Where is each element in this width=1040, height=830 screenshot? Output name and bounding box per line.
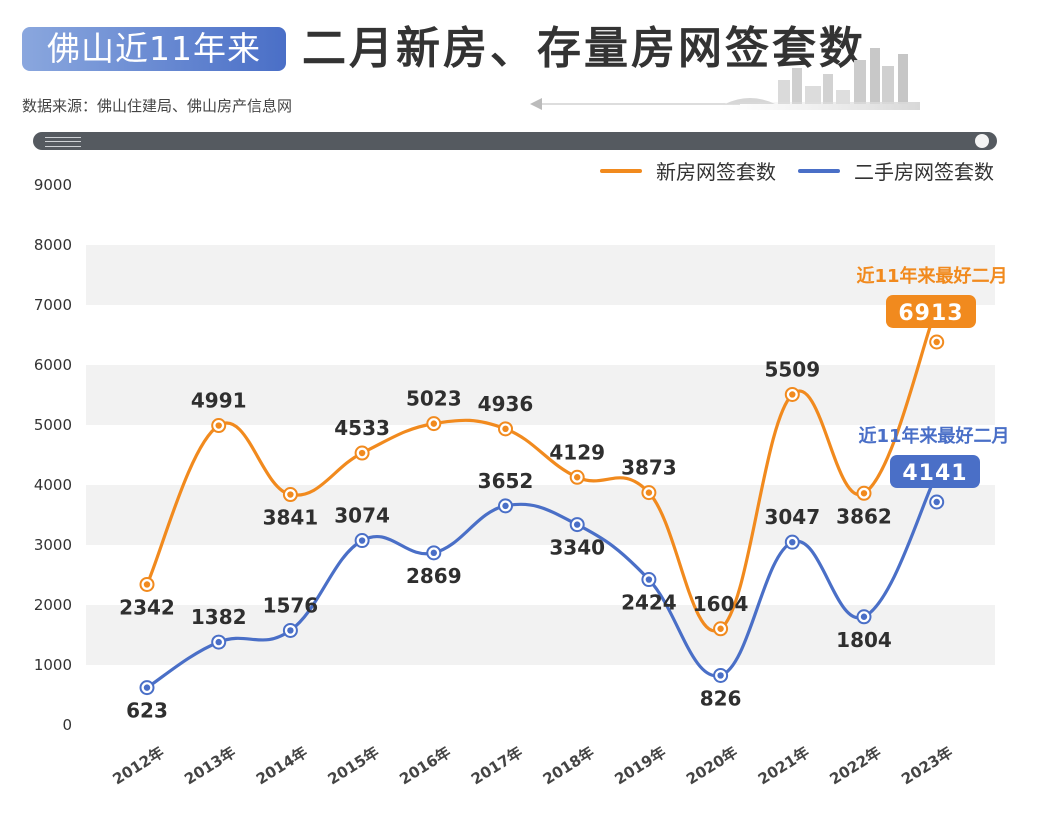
- grid-band: [86, 605, 995, 665]
- skyline-decoration: [530, 48, 920, 110]
- data-label: 4991: [191, 389, 247, 413]
- legend-item-new: 新房网签套数: [600, 156, 776, 185]
- x-tick-label: 2017年: [468, 743, 526, 788]
- callout-box: [890, 455, 980, 488]
- data-label: 4936: [478, 392, 534, 416]
- data-point-core: [215, 422, 222, 429]
- legend-label-new: 新房网签套数: [656, 160, 776, 184]
- y-tick-label: 3000: [34, 536, 72, 554]
- data-point-core: [860, 490, 868, 497]
- data-label: 2424: [621, 591, 677, 615]
- data-point-core: [789, 538, 796, 546]
- chart-legend: 新房网签套数 二手房网签套数: [578, 156, 994, 185]
- data-label: 3873: [621, 456, 677, 480]
- data-label: 4129: [549, 440, 605, 464]
- callout-title: 近11年来最好二月: [858, 425, 1009, 447]
- grid-band: [86, 365, 995, 425]
- data-point-core: [502, 425, 509, 433]
- y-tick-label: 4000: [34, 476, 72, 494]
- data-point-core: [143, 684, 151, 691]
- y-tick-label: 2000: [34, 596, 72, 614]
- data-point-core: [430, 420, 437, 427]
- data-point-core: [358, 449, 366, 457]
- data-label: 3340: [549, 536, 605, 560]
- grid-band: [86, 485, 995, 545]
- data-point-core: [933, 498, 940, 506]
- x-tick-label: 2015年: [325, 743, 383, 788]
- x-tick-label: 2023年: [898, 743, 956, 788]
- series-line-0: [145, 308, 938, 633]
- data-label: 1382: [191, 605, 247, 629]
- data-point-core: [860, 613, 868, 620]
- legend-swatch-orange: [600, 168, 642, 173]
- data-label: 623: [126, 699, 168, 723]
- x-tick-label: 2019年: [611, 743, 669, 788]
- page-title: 二月新房、存量房网签套数: [302, 23, 866, 74]
- data-label: 2869: [406, 564, 462, 588]
- y-tick-label: 1000: [34, 656, 72, 674]
- x-tick-label: 2014年: [253, 743, 311, 788]
- data-point-core: [358, 537, 366, 544]
- x-tick-label: 2016年: [396, 743, 454, 788]
- y-tick-label: 7000: [34, 296, 72, 314]
- data-point-core: [574, 474, 581, 481]
- x-tick-label: 2013年: [181, 743, 239, 788]
- title-badge: 佛山近11年来: [22, 27, 286, 71]
- callout-box: [886, 295, 976, 328]
- x-tick-label: 2021年: [755, 743, 813, 788]
- data-point-core: [502, 502, 509, 510]
- data-point-core: [717, 625, 724, 632]
- data-label: 826: [700, 686, 742, 710]
- data-label: 3047: [764, 505, 820, 529]
- data-point-core: [287, 627, 294, 634]
- menu-lines-icon: [45, 137, 81, 147]
- data-source: 数据来源：佛山住建局、佛山房产信息网: [22, 97, 293, 115]
- data-point-core: [430, 549, 437, 557]
- data-label: 1576: [263, 593, 319, 617]
- grid-band: [86, 245, 995, 305]
- data-point-core: [933, 338, 940, 346]
- callout-title: 近11年来最好二月: [856, 265, 1007, 287]
- x-tick-label: 2020年: [683, 743, 741, 788]
- data-label: 3862: [836, 504, 892, 528]
- y-tick-label: 9000: [34, 176, 72, 194]
- data-label: 3652: [478, 469, 534, 493]
- data-point-core: [645, 576, 653, 583]
- data-point-core: [287, 491, 294, 498]
- scroll-knob: [975, 134, 989, 148]
- y-tick-label: 0: [62, 716, 72, 734]
- legend-label-second: 二手房网签套数: [854, 160, 994, 184]
- data-point-core: [215, 638, 222, 646]
- data-label: 1804: [836, 628, 892, 652]
- legend-item-second: 二手房网签套数: [798, 156, 994, 185]
- x-tick-label: 2018年: [540, 743, 598, 788]
- data-label: 5023: [406, 387, 462, 411]
- data-label: 3841: [263, 506, 319, 530]
- data-point-core: [789, 391, 796, 398]
- callout-value: 6913: [898, 301, 963, 326]
- legend-swatch-blue: [798, 168, 840, 173]
- callout-value: 4141: [902, 461, 967, 486]
- data-point-core: [645, 489, 653, 496]
- data-label: 3074: [334, 504, 390, 528]
- y-tick-label: 8000: [34, 236, 72, 254]
- x-tick-label: 2012年: [110, 743, 168, 788]
- x-tick-label: 2022年: [827, 743, 885, 788]
- data-point-core: [717, 672, 724, 679]
- data-point-core: [143, 581, 151, 588]
- data-label: 5509: [764, 357, 820, 381]
- data-point-core: [574, 521, 581, 528]
- data-label: 1604: [693, 592, 749, 616]
- y-tick-label: 6000: [34, 356, 72, 374]
- data-label: 4533: [334, 416, 390, 440]
- decorative-scrollbar: [33, 132, 997, 150]
- y-tick-label: 5000: [34, 416, 72, 434]
- data-label: 2342: [119, 595, 175, 619]
